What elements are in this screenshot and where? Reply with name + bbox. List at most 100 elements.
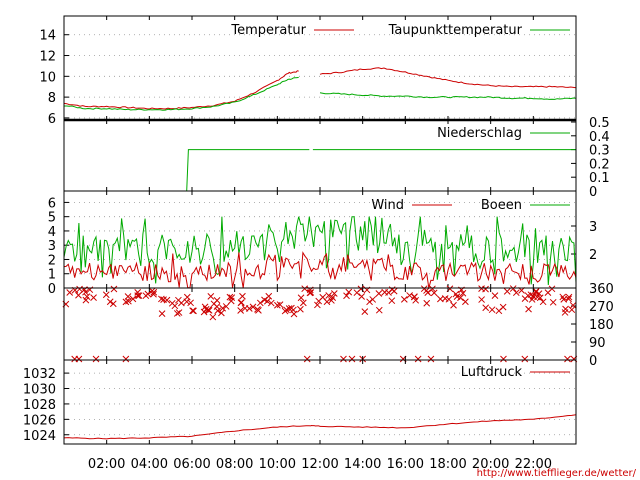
x-axis: 02:00 04:00 06:00 08:00 10:00 12:00 14:00 16:00… — [88, 457, 552, 472]
wind-direction-point — [158, 295, 165, 303]
precipitation-panel: 00.10.20.30.40.5 Niederschlag — [63, 116, 610, 200]
wind-ytick-label: 2 — [48, 253, 56, 268]
wind-direction-point — [329, 294, 337, 302]
wind-direction-point — [175, 309, 183, 316]
wind-direction-point — [222, 303, 230, 310]
temperature-ytick-label: 12 — [39, 50, 56, 65]
wind-direction-point — [459, 289, 467, 297]
wind-direction-point — [267, 299, 275, 307]
wind-direction-ytick-right-label: 90 — [589, 336, 606, 351]
wind-ytick-label: 1 — [48, 268, 56, 283]
wind-direction-point — [348, 355, 356, 363]
wind-direction-point — [491, 292, 499, 299]
wind-direction-point — [539, 298, 547, 306]
wind-direction-point — [512, 289, 520, 297]
wind-direction-ytick-right-label: 270 — [589, 300, 614, 315]
wind-direction-point — [75, 355, 83, 363]
wind-direction-point — [369, 296, 377, 303]
wind-direction-point — [532, 287, 540, 295]
wind-direction-point — [301, 285, 309, 293]
wind-direction-point — [568, 306, 576, 314]
wind-direction-point — [66, 289, 74, 296]
wind-direction-point — [462, 298, 469, 306]
wind-direction-point — [420, 285, 428, 293]
wind-direction-point — [214, 307, 222, 315]
wind-direction-point — [160, 296, 167, 303]
wind-direction-point — [109, 300, 117, 308]
wind-direction-point — [314, 301, 321, 309]
precipitation-ytick-right-label: 0.5 — [589, 116, 610, 131]
wind-direction-point — [274, 301, 281, 309]
wind-direction-point — [388, 286, 396, 293]
x-tick-label: 22:00 — [515, 457, 552, 472]
wind-direction-ytick-right-label: 180 — [589, 318, 614, 333]
temperature-series-line — [63, 67, 577, 110]
wind-direction-point — [227, 297, 235, 305]
pressure-legend-label: Luftdruck — [461, 365, 523, 380]
x-tick-label: 14:00 — [344, 457, 381, 472]
wind-direction-point — [148, 287, 156, 295]
wind-direction-point — [343, 292, 350, 300]
wind-direction-point — [564, 355, 571, 363]
wind-direction-point — [430, 289, 438, 297]
wind-direction-point — [411, 293, 418, 300]
wind-direction-point — [375, 290, 383, 297]
wind-direction-point — [307, 289, 315, 296]
wind-direction-point — [437, 295, 444, 303]
wind-ytick-right-label: 3 — [589, 220, 597, 235]
wind-direction-point — [144, 290, 152, 298]
wind-direction-point — [122, 355, 130, 363]
wind-direction-point — [218, 309, 225, 317]
wind-direction-point — [122, 298, 130, 306]
wind-direction-point — [207, 292, 215, 300]
temperature-ytick-label: 6 — [48, 112, 56, 127]
wind-direction-point — [241, 304, 249, 312]
wind-direction-point — [565, 293, 573, 301]
wind-direction-point — [75, 291, 82, 299]
wind-direction-point — [297, 294, 305, 302]
wind-direction-point — [549, 298, 557, 306]
wind-direction-point — [529, 292, 537, 300]
wind-direction-point — [423, 299, 431, 307]
wind-direction-point — [325, 292, 333, 299]
wind-direction-point — [503, 288, 511, 295]
wind-direction-point — [237, 299, 245, 307]
wind-direction-point — [303, 355, 311, 363]
x-tick-label: 04:00 — [131, 457, 168, 472]
pressure-ytick-label: 1024 — [23, 429, 56, 444]
temperature-panel: 6 8 10 12 14 Taupunkttemperatur Temperatur — [39, 15, 577, 127]
wind-direction-point — [452, 290, 460, 298]
wind-direction-point — [297, 305, 304, 313]
wind-direction-point — [569, 301, 577, 309]
x-tick-label: 18:00 — [429, 457, 466, 472]
wind-direction-point — [366, 298, 373, 306]
wind-direction-point — [478, 296, 485, 303]
wind-direction-point — [189, 307, 196, 315]
wind-direction-point — [478, 285, 485, 293]
temperature-legend-label: Taupunkttemperatur — [388, 23, 523, 38]
wind-direction-point — [134, 292, 142, 299]
x-tick-label: 12:00 — [301, 457, 338, 472]
wind-direction-point — [209, 313, 217, 321]
wind-direction-point — [254, 306, 261, 313]
wind-direction-point — [187, 299, 194, 307]
wind-direction-point — [129, 295, 137, 303]
wind-direction-point — [375, 306, 383, 314]
temperature-ytick-label: 8 — [48, 91, 56, 106]
wind-direction-point — [560, 296, 568, 303]
pressure-series-line — [63, 414, 577, 440]
wind-direction-point — [173, 310, 181, 317]
pressure-ytick-label: 1026 — [23, 413, 56, 428]
wind-direction-point — [400, 295, 408, 303]
wind-direction-point — [358, 293, 365, 300]
wind-direction-point — [106, 298, 114, 306]
wind-direction-point — [534, 293, 541, 301]
precipitation-series-line — [186, 149, 310, 192]
temperature-series-line — [64, 76, 577, 111]
wind-direction-point — [429, 285, 436, 293]
pressure-ytick-label: 1028 — [23, 398, 56, 413]
